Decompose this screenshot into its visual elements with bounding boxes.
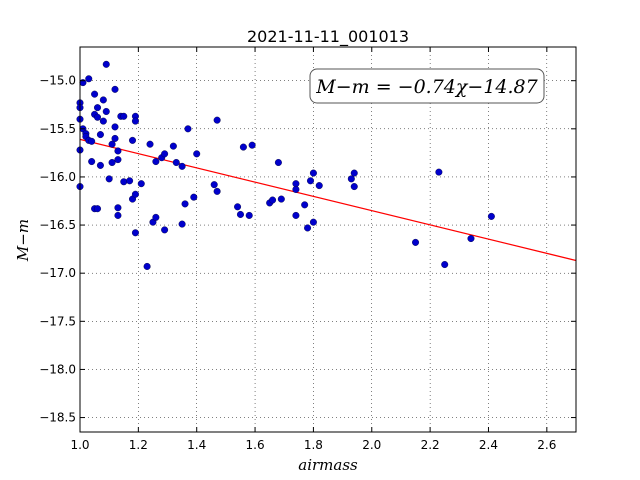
x-tick-label: 1.6 [246,438,265,452]
data-point [210,181,218,189]
data-point [111,123,119,131]
y-tick-label: −17.5 [39,314,76,328]
data-point [269,196,277,204]
data-point [350,183,358,191]
data-point [213,187,221,195]
chart-title: 2021-11-11_001013 [247,27,409,47]
data-point [137,180,145,188]
data-point [85,75,93,83]
y-tick-label: −15.5 [39,122,76,136]
y-tick-label: −18.0 [39,362,76,376]
data-point [245,211,253,219]
data-point [161,226,169,234]
annotation-text: M−m = −0.74χ−14.87 [315,76,538,98]
data-point [248,141,256,149]
y-tick-label: −17.0 [39,266,76,280]
data-point [94,104,102,112]
data-point [88,137,96,145]
data-point [114,211,122,219]
data-point [111,134,119,142]
data-point [412,238,420,246]
data-point [96,131,104,139]
y-tick-label: −16.5 [39,218,76,232]
data-point [120,178,128,186]
data-point [131,117,139,125]
x-tick-label: 2.6 [537,438,556,452]
data-point [143,262,151,270]
y-axis-label: M−m [14,219,32,262]
data-point [99,96,107,104]
data-point [309,169,317,177]
x-tick-label: 2.0 [362,438,381,452]
x-tick-label: 2.4 [479,438,498,452]
data-point [172,158,180,166]
data-point [108,140,116,148]
data-point [236,210,244,218]
data-point [178,162,186,170]
data-point [435,168,443,176]
y-tick-label: −16.0 [39,170,76,184]
y-tick-label: −18.5 [39,411,76,425]
data-point [347,175,355,183]
data-point [152,158,160,166]
data-point [277,195,285,203]
data-point [178,220,186,228]
data-point [94,113,102,121]
data-point [487,212,495,220]
data-point [301,201,309,209]
data-point [309,218,317,226]
data-point [169,142,177,150]
data-point [146,140,154,148]
data-point [441,261,449,269]
data-point [350,169,358,177]
data-point [111,85,119,93]
data-point [114,147,122,155]
data-point [91,90,99,98]
data-point [292,211,300,219]
data-point [184,125,192,133]
data-point [88,158,96,166]
axis-ticks: 1.0 1.2 1.4 1.6 1.8 2.0 2.2 2.4 2.6 −15.0 −15.5 −16… [39,47,576,452]
data-point [274,158,282,166]
data-point [190,193,198,201]
data-point [234,203,242,211]
data-point [114,204,122,212]
data-point [292,185,300,193]
x-tick-label: 1.4 [187,438,206,452]
data-point [131,229,139,237]
data-point [129,136,137,144]
data-point [120,112,128,120]
data-point [161,150,169,158]
data-point [96,161,104,169]
fit-equation-annotation: M−m = −0.74χ−14.87 [309,68,545,104]
data-point [102,107,110,115]
data-point [304,224,312,232]
data-point [126,177,134,185]
annotation-box [309,68,545,104]
x-tick-label: 1.2 [129,438,148,452]
data-point [193,150,201,158]
data-point [94,205,102,213]
data-point [213,116,221,124]
y-tick-label: −15.0 [39,74,76,88]
x-axis-label: airmass [298,456,358,474]
data-point [108,158,116,166]
data-point [239,143,247,151]
data-point [181,200,189,208]
data-point [114,156,122,164]
x-tick-label: 2.2 [421,438,440,452]
data-point [152,213,160,221]
data-point [131,190,139,198]
x-tick-label: 1.8 [304,438,323,452]
data-point [99,117,107,125]
data-point [306,177,314,185]
data-point [315,182,323,190]
plot-frame [79,46,577,433]
x-tick-label: 1.0 [70,438,89,452]
data-point [105,175,113,183]
data-point [102,60,110,68]
data-point [467,235,475,243]
